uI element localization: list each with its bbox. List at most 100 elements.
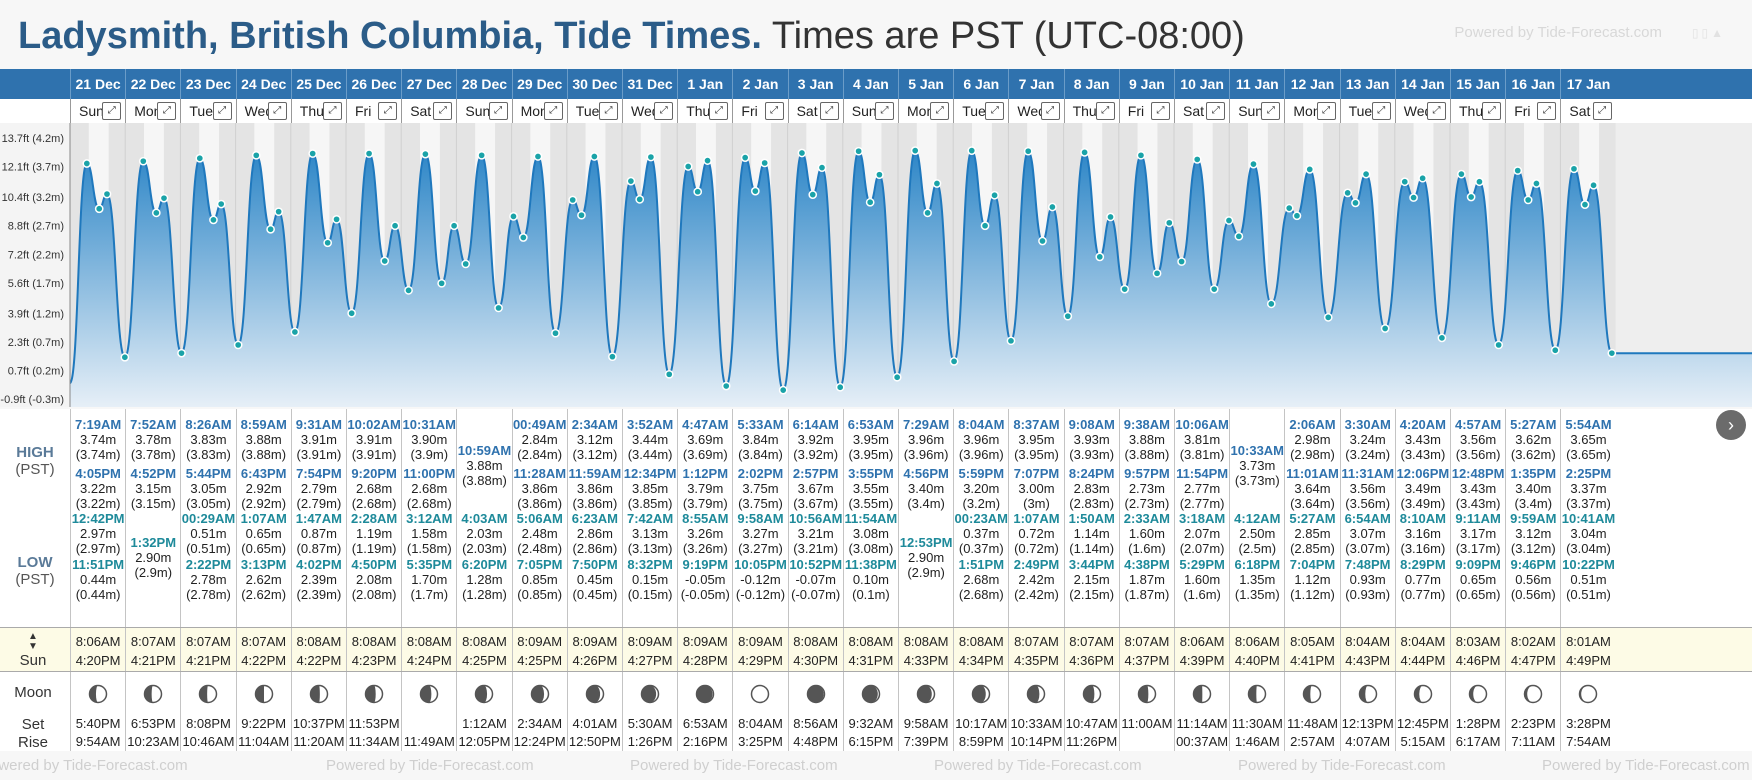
expand-day-icon[interactable]: ⤢ <box>1426 102 1446 120</box>
sun-times-cell: 8:05AM 4:41PM <box>1284 628 1339 672</box>
moonrise-time: 10:46AM <box>182 734 235 749</box>
moon-shadow <box>1469 685 1479 703</box>
expand-day-icon[interactable]: ⤢ <box>930 102 950 120</box>
expand-day-icon[interactable]: ⤢ <box>985 102 1005 120</box>
expand-day-icon[interactable]: ⤢ <box>598 102 618 120</box>
low-tide-entry: 4:03AM 2.03m (2.03m) <box>457 511 511 556</box>
next-page-button[interactable]: › <box>1716 410 1746 440</box>
high-tide-entry: 4:52PM 3.15m (3.15m) <box>126 466 180 511</box>
expand-day-icon[interactable]: ⤢ <box>212 102 232 120</box>
low-height-alt: (-0.12m) <box>735 587 786 602</box>
sunrise-time: 8:09AM <box>627 634 673 649</box>
expand-day-icon[interactable]: ⤢ <box>654 102 674 120</box>
expand-day-icon[interactable]: ⤢ <box>874 102 894 120</box>
expand-day-icon[interactable]: ⤢ <box>102 102 122 120</box>
expand-day-icon[interactable]: ⤢ <box>322 102 342 120</box>
sun-times-cell: 8:08AM 4:25PM <box>456 628 511 672</box>
expand-day-icon[interactable]: ⤢ <box>819 102 839 120</box>
tide-extreme-point <box>980 221 990 231</box>
expand-day-icon[interactable]: ⤢ <box>267 102 287 120</box>
moonset-time: 1:12AM <box>462 716 507 731</box>
low-height-alt: (2.07m) <box>1179 541 1225 556</box>
moon-shadow <box>89 685 99 703</box>
high-height-alt: (3.55m) <box>848 496 894 511</box>
low-height: 0.65m <box>1460 572 1497 587</box>
high-tide-entry: 11:01AM 3.64m (3.64m) <box>1285 466 1339 511</box>
tide-extreme-point <box>421 149 430 159</box>
low-height-alt: (1.28m) <box>462 587 507 602</box>
low-time: 5:27AM <box>1289 511 1336 526</box>
expand-day-icon[interactable]: ⤢ <box>378 102 398 120</box>
expand-day-icon[interactable]: ⤢ <box>488 102 508 120</box>
sun-label: ▲ ▼ Sun <box>0 632 66 670</box>
expand-day-icon[interactable]: ⤢ <box>543 102 563 120</box>
y-tick-label: 12.1ft (3.7m) <box>2 162 64 174</box>
expand-day-icon[interactable]: ⤢ <box>1482 102 1502 120</box>
high-time: 4:57AM <box>1454 417 1502 432</box>
high-height: 3.85m <box>632 481 669 496</box>
low-tide-entry: 3:44PM 2.15m (2.15m) <box>1065 557 1119 602</box>
moon-phase-icon <box>1579 684 1598 704</box>
moonrise-time: 1:46AM <box>1234 734 1280 749</box>
tide-extreme-point <box>1343 188 1353 198</box>
moonset-time: 11:14AM <box>1176 716 1228 731</box>
day-tide-column: 7:29AM 3.96m (3.96m) 4:56PM 3.40m (3.4m) 12:53… <box>898 409 953 627</box>
moonrise-time: 8:59PM <box>958 734 1004 749</box>
moon-phase-icon <box>420 684 439 704</box>
expand-day-icon[interactable]: ⤢ <box>764 102 784 120</box>
low-height-alt: (2.97m) <box>75 541 121 556</box>
low-height-alt: (2.39m) <box>296 587 342 602</box>
y-tick-label: 3.9ft (1.2m) <box>8 308 64 320</box>
high-tide-entry: 1:35PM 3.40m (3.4m) <box>1506 466 1560 511</box>
low-tide-entry: 1:50AM 1.14m (1.14m) <box>1065 511 1119 556</box>
expand-day-icon[interactable]: ⤢ <box>1592 102 1612 120</box>
tide-extreme-point <box>1209 284 1219 294</box>
low-time: 8:10AM <box>1399 511 1447 526</box>
low-time: 7:50PM <box>572 557 618 572</box>
high-time: 4:52PM <box>130 466 177 481</box>
weekday-cell: Sat ⤢ <box>787 99 843 123</box>
weekday-label: Wed <box>1017 103 1046 119</box>
tide-extreme-point <box>195 153 205 163</box>
expand-day-icon[interactable]: ⤢ <box>1537 102 1557 120</box>
moon-shadow <box>1524 685 1534 703</box>
tide-extreme-point <box>1513 166 1523 175</box>
high-height-alt: (2.73m) <box>1124 496 1170 511</box>
day-tide-column: 6:53AM 3.95m (3.95m) 3:55PM 3.55m (3.55m) 11:5… <box>842 409 898 627</box>
low-height: 2.39m <box>300 572 337 587</box>
moon-cell: 12:45PM 5:15AM <box>1394 672 1450 752</box>
footer-watermark-text: Powered by Tide-Forecast.com <box>326 757 534 774</box>
high-time: 9:31AM <box>295 417 343 432</box>
expand-day-icon[interactable]: ⤢ <box>157 102 177 120</box>
low-height-alt: (1.7m) <box>410 587 449 602</box>
moonset-time: 6:53PM <box>130 716 176 731</box>
sun-times-cell: 8:09AM 4:28PM <box>677 628 732 672</box>
tide-extreme-point <box>1080 148 1089 157</box>
high-height: 3.79m <box>687 481 724 496</box>
expand-day-icon[interactable]: ⤢ <box>1040 102 1060 120</box>
expand-day-icon[interactable]: ⤢ <box>709 102 729 120</box>
high-height-alt: (3.91m) <box>296 447 342 462</box>
low-time: 1:47AM <box>295 511 343 526</box>
high-height-alt: (2.68m) <box>351 496 397 511</box>
sun-times-cell: 8:08AM 4:23PM <box>346 628 401 672</box>
expand-day-icon[interactable]: ⤢ <box>1095 102 1115 120</box>
high-tide-entry: 4:20AM 3.43m (3.43m) <box>1396 417 1450 462</box>
tide-extreme-point <box>1475 177 1484 187</box>
moon-shadow <box>862 685 878 703</box>
high-height-alt: (3.62m) <box>1510 447 1556 462</box>
high-height: 3.44m <box>632 432 669 447</box>
date-cell: 13 Jan <box>1339 69 1395 99</box>
weekday-cell: Sat ⤢ <box>1560 99 1615 123</box>
expand-day-icon[interactable]: ⤢ <box>1150 102 1170 120</box>
moonrise-time: 12:05PM <box>458 734 511 749</box>
moon-cell: 8:08PM 10:46AM <box>180 672 235 752</box>
expand-day-icon[interactable]: ⤢ <box>1371 102 1391 120</box>
expand-day-icon[interactable]: ⤢ <box>1206 102 1226 120</box>
expand-day-icon[interactable]: ⤢ <box>1316 102 1336 120</box>
low-height-alt: (3.26m) <box>682 541 728 556</box>
expand-day-icon[interactable]: ⤢ <box>1261 102 1281 120</box>
tide-extreme-point <box>1351 198 1360 208</box>
tide-extreme-point <box>1523 195 1533 205</box>
expand-day-icon[interactable]: ⤢ <box>433 102 453 120</box>
